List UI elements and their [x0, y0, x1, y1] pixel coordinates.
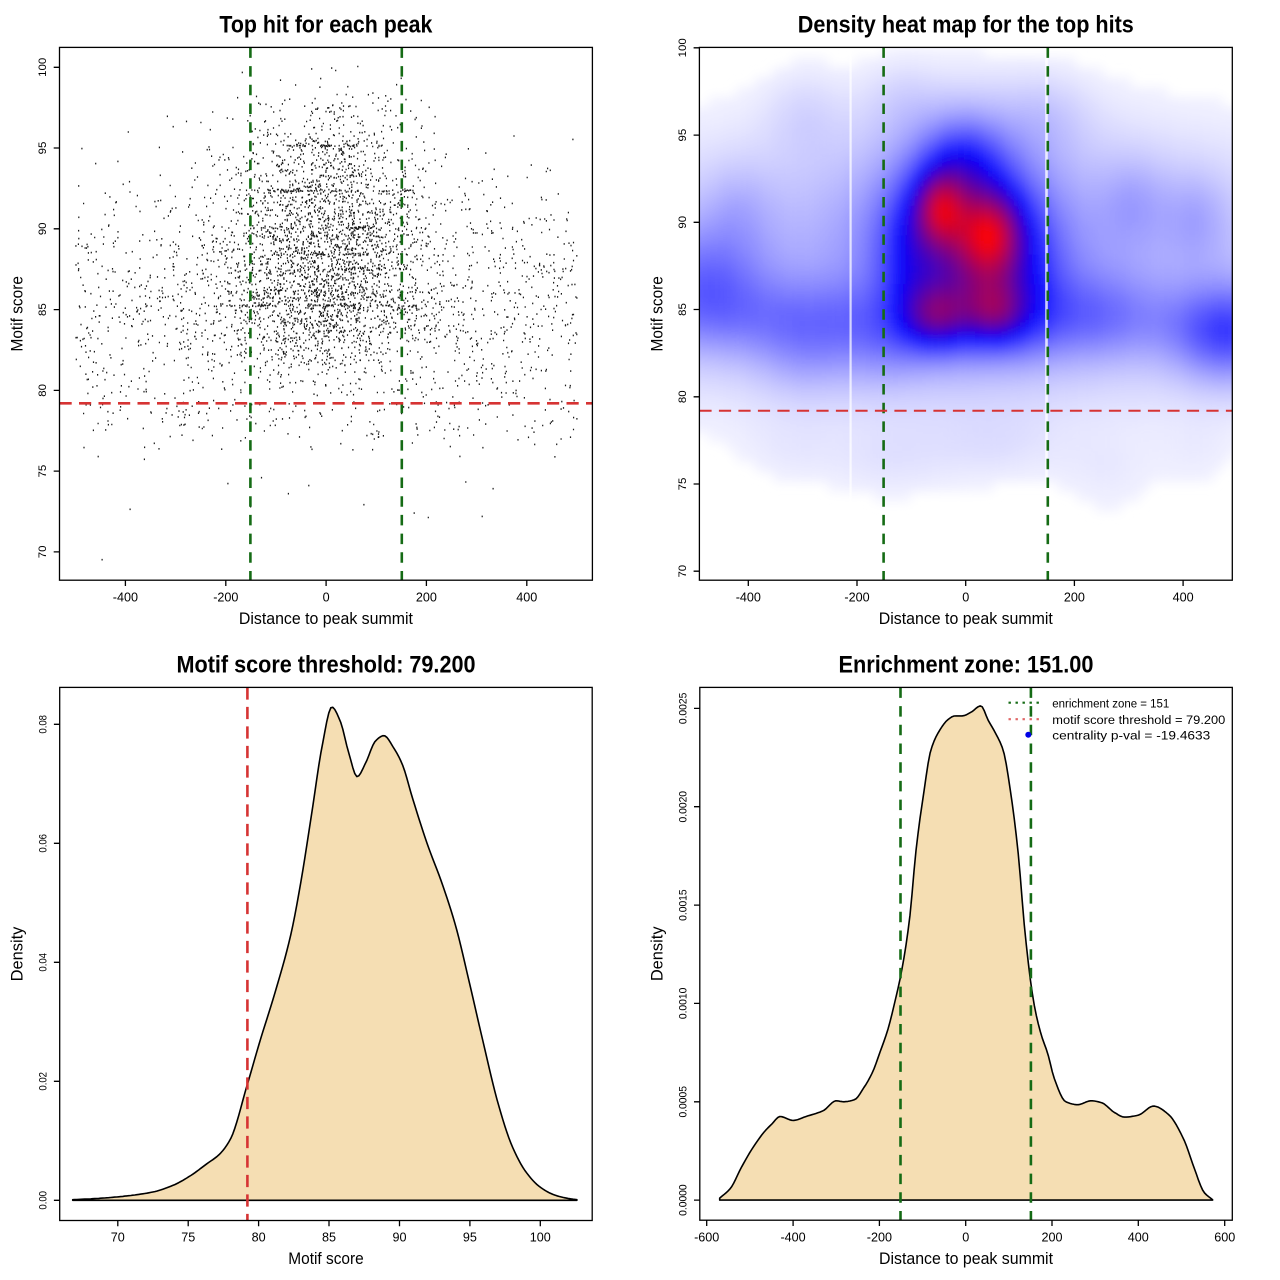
svg-text:Density heat map for the top h: Density heat map for the top hits [798, 11, 1134, 38]
svg-text:-200: -200 [867, 1230, 892, 1244]
svg-text:Top hit for each peak: Top hit for each peak [219, 11, 433, 38]
svg-text:0.08: 0.08 [37, 715, 49, 734]
svg-text:200: 200 [1064, 590, 1085, 604]
svg-text:90: 90 [677, 216, 689, 229]
svg-text:Density: Density [648, 926, 666, 982]
svg-text:85: 85 [37, 303, 49, 316]
svg-text:-600: -600 [694, 1230, 719, 1244]
svg-text:70: 70 [677, 565, 689, 578]
svg-text:Distance to peak summit: Distance to peak summit [879, 1250, 1053, 1268]
svg-text:0.02: 0.02 [37, 1072, 49, 1091]
svg-text:0: 0 [323, 590, 330, 604]
svg-text:-200: -200 [213, 590, 238, 604]
svg-text:0.0000: 0.0000 [677, 1184, 689, 1216]
svg-text:600: 600 [1214, 1230, 1235, 1244]
svg-text:400: 400 [1128, 1230, 1149, 1244]
svg-text:Enrichment zone: 151.00: Enrichment zone: 151.00 [839, 651, 1094, 678]
svg-text:motif score threshold = 79.200: motif score threshold = 79.200 [1052, 713, 1225, 727]
svg-text:70: 70 [111, 1231, 125, 1245]
svg-text:100: 100 [37, 58, 49, 77]
svg-text:0: 0 [962, 590, 969, 604]
svg-text:0.0015: 0.0015 [677, 889, 689, 921]
svg-text:400: 400 [516, 590, 537, 604]
svg-text:enrichment zone = 151: enrichment zone = 151 [1052, 697, 1169, 711]
svg-text:0.00: 0.00 [37, 1191, 49, 1210]
svg-text:Distance to peak summit: Distance to peak summit [879, 610, 1053, 628]
svg-text:95: 95 [463, 1231, 477, 1245]
svg-text:400: 400 [1173, 590, 1194, 604]
svg-text:80: 80 [252, 1231, 266, 1245]
svg-text:Distance to peak summit: Distance to peak summit [239, 610, 413, 628]
svg-text:centrality p-val = -19.4633: centrality p-val = -19.4633 [1052, 729, 1210, 743]
svg-text:0.0010: 0.0010 [677, 988, 689, 1020]
svg-text:200: 200 [416, 590, 437, 604]
svg-text:-400: -400 [780, 1230, 805, 1244]
svg-text:0.06: 0.06 [37, 834, 49, 853]
svg-text:0.0020: 0.0020 [677, 791, 689, 823]
svg-text:95: 95 [37, 142, 49, 155]
svg-text:90: 90 [392, 1231, 406, 1245]
svg-text:85: 85 [677, 303, 689, 316]
svg-text:Motif score: Motif score [8, 276, 26, 351]
svg-text:200: 200 [1041, 1230, 1062, 1244]
svg-text:85: 85 [322, 1231, 336, 1245]
svg-text:Density: Density [8, 926, 26, 982]
svg-text:75: 75 [181, 1231, 195, 1245]
svg-text:0.0005: 0.0005 [677, 1086, 689, 1118]
svg-text:90: 90 [37, 222, 49, 235]
svg-text:-400: -400 [113, 590, 138, 604]
svg-text:0.04: 0.04 [37, 953, 49, 972]
svg-text:Motif score: Motif score [288, 1250, 363, 1268]
svg-text:95: 95 [677, 129, 689, 142]
svg-text:80: 80 [37, 384, 49, 397]
svg-text:100: 100 [530, 1231, 551, 1245]
svg-text:75: 75 [677, 478, 689, 491]
svg-text:-200: -200 [844, 590, 869, 604]
svg-text:70: 70 [37, 546, 49, 559]
svg-text:0: 0 [962, 1230, 969, 1244]
svg-text:75: 75 [37, 465, 49, 478]
svg-text:0.0025: 0.0025 [677, 693, 689, 725]
svg-text:80: 80 [677, 390, 689, 403]
svg-text:Motif score: Motif score [648, 276, 666, 351]
svg-text:Motif score threshold: 79.200: Motif score threshold: 79.200 [177, 651, 476, 678]
svg-text:-400: -400 [736, 590, 761, 604]
svg-text:100: 100 [677, 38, 689, 57]
